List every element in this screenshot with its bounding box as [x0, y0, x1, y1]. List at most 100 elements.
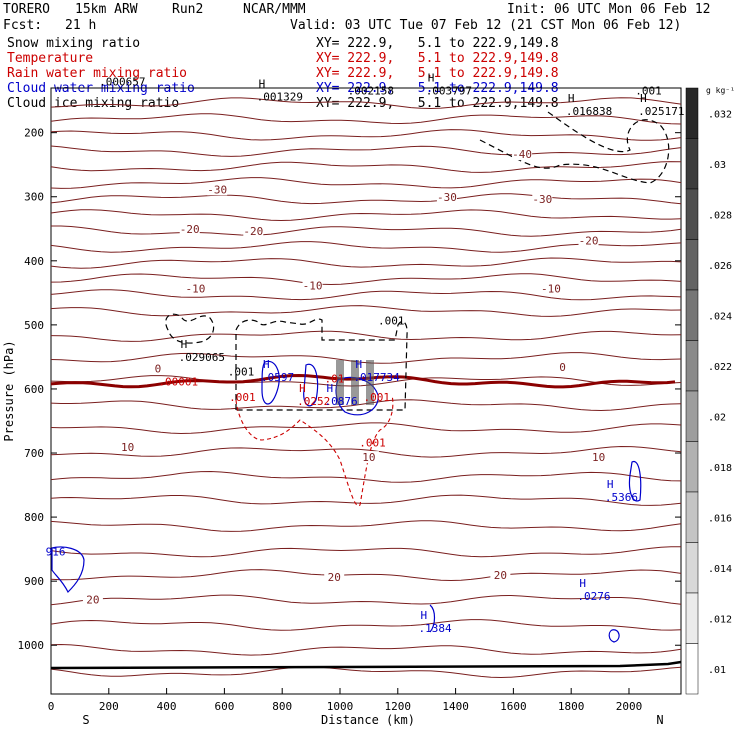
maximum-marker: H: [428, 72, 435, 85]
contour-value-label: .0597: [261, 371, 294, 384]
isotherm-line: [50, 97, 682, 110]
colorbar-unit: g kg⁻¹: [706, 86, 735, 95]
isotherm-line: [50, 257, 682, 269]
isotherm-label: 20: [328, 571, 341, 584]
y-tick-label: 800: [24, 511, 44, 524]
legend-coordinates: XY= 222.9, 5.1 to 222.9,149.8: [316, 96, 559, 111]
contour-value-label: .5366: [605, 491, 638, 504]
legend-coordinates: XY= 222.9, 5.1 to 222.9,149.8: [316, 66, 559, 81]
plot-frame: [50, 87, 682, 695]
colorbar-tick-label: .012: [708, 614, 732, 625]
contour-labels: -40 -30 -30 -30 -20 -20 -20 -10 -10 -10 0 0 10 10 10 20…: [46, 72, 685, 636]
colorbar: .032 .03 .028 .026 .024 .022 .02 .018 .016 .014 .0…: [685, 86, 735, 695]
colorbar-tick-label: .02: [708, 412, 726, 423]
snow-contour: [479, 109, 670, 184]
south-label: S: [82, 713, 89, 727]
isotherm-label-bg: [588, 451, 609, 464]
colorbar-swatch: [685, 491, 699, 543]
maximum-marker: H: [640, 92, 647, 105]
isotherm-line: [50, 520, 682, 532]
isotherm-line: [50, 643, 682, 656]
contour-value-label: .001: [378, 315, 405, 328]
contour-value-label: .001: [635, 85, 662, 98]
y-tick-label: 400: [24, 255, 44, 268]
x-axis-title: Distance (km): [321, 713, 415, 727]
x-tick-label: 800: [272, 700, 292, 713]
cloud-water-contour: [429, 604, 436, 633]
isotherm-label: -10: [303, 279, 323, 292]
contour-value-label: .001: [364, 391, 391, 404]
isotherm-label-bg: [512, 148, 533, 161]
isotherm-label-bg: [207, 183, 228, 196]
colorbar-tick-label: .03: [708, 160, 726, 171]
contour-value-label: 916: [46, 545, 66, 558]
y-axis-title: Pressure (hPa): [2, 340, 16, 441]
colorbar-swatch: [685, 592, 699, 644]
isotherm-label-bg: [540, 282, 561, 295]
isotherm-line: [50, 113, 682, 125]
isotherm-line: [50, 546, 681, 558]
contour-value-label: .025171: [638, 105, 684, 118]
isotherm-label: -20: [243, 225, 263, 238]
isotherm-label-bg: [324, 570, 345, 583]
maximum-marker: H: [263, 358, 270, 371]
isotherm-label: -10: [186, 283, 206, 296]
header-run: Run2: [172, 2, 204, 17]
axes: 0 200 400 600 800 1000 1200 1400 1600 1800 2000200…: [18, 127, 681, 713]
isotherm-label: 20: [86, 593, 99, 606]
maximum-marker: H: [259, 77, 266, 90]
contour-value-label: .001: [228, 365, 255, 378]
contour-value-label: .01: [325, 372, 345, 385]
x-tick-label: 1800: [558, 700, 585, 713]
isotherm-line: [50, 241, 682, 253]
header-source: NCAR/MMM: [243, 2, 306, 17]
maximum-marker: H: [299, 382, 306, 395]
isotherm-label: 10: [592, 451, 605, 464]
cloud-water-contour: [51, 546, 85, 594]
colorbar-tick-label: .026: [708, 261, 732, 272]
cloud-water-contour: [303, 363, 319, 407]
isotherm-label-bg: [552, 360, 573, 373]
colorbar-tick-label: .016: [708, 513, 732, 524]
contour-value-label: .00001: [158, 376, 198, 389]
y-tick-label: 1000: [18, 639, 45, 652]
contour-value-label: .029065: [179, 351, 225, 364]
contour-value-label: .0252: [297, 395, 330, 408]
header-fcst-label: Fcst:: [3, 18, 43, 33]
colorbar-tick-label: .024: [708, 311, 732, 322]
x-tick-label: 0: [48, 700, 55, 713]
colorbar-swatch: [685, 542, 699, 594]
x-tick-label: 600: [214, 700, 234, 713]
isotherm-label: 0: [559, 361, 566, 374]
isotherm-label: -30: [207, 183, 227, 196]
isotherm-line: [50, 209, 682, 222]
y-tick-label: 200: [24, 127, 44, 140]
x-tick-label: 200: [99, 700, 119, 713]
cloud-water-contour: [608, 629, 620, 643]
colorbar-tick-label: .028: [708, 210, 732, 221]
isotherm-line: [50, 289, 682, 301]
y-tick-label: 700: [24, 447, 44, 460]
header-resolution: 15km ARW: [75, 2, 138, 17]
colorbar-swatch: [685, 138, 699, 190]
isotherm-label-bg: [436, 191, 457, 204]
isotherm-line: [50, 569, 682, 582]
colorbar-swatch: [685, 340, 699, 392]
isotherm-line: [50, 305, 682, 317]
y-tick-label: 900: [24, 575, 44, 588]
colorbar-swatch: [685, 188, 699, 240]
isotherm-label-bg: [490, 569, 511, 582]
isotherm-line: [50, 129, 682, 141]
contour-value-label: .001: [359, 436, 386, 449]
contour-value-label: .002158: [348, 85, 394, 98]
colorbar-tick-label: .014: [708, 564, 732, 575]
isotherm-line: [50, 330, 682, 342]
x-tick-label: 1000: [327, 700, 354, 713]
colorbar-swatch: [685, 239, 699, 291]
header-fcst-value: 21 h: [65, 18, 97, 33]
cloud-ice-contour: [165, 313, 215, 344]
isotherm-label-bg: [117, 440, 138, 453]
isotherm-line: [50, 494, 682, 506]
maximum-marker: H: [568, 92, 575, 105]
contour-value-label: .016838: [566, 105, 612, 118]
